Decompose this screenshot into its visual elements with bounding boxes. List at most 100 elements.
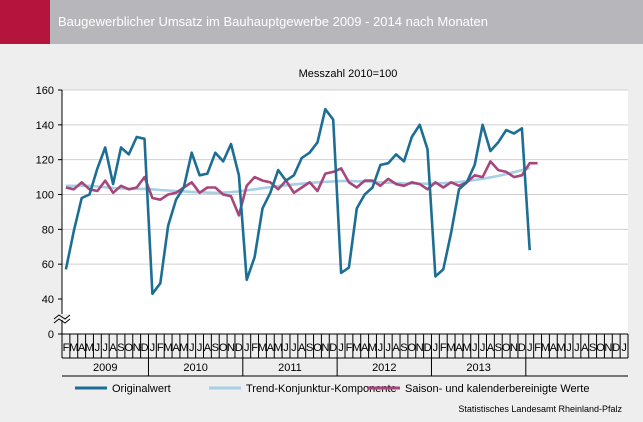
month-label: J — [527, 342, 533, 354]
month-label: J — [244, 342, 250, 354]
month-label: J — [574, 342, 580, 354]
month-label: A — [78, 342, 86, 354]
month-label: N — [321, 342, 329, 354]
legend: Originalwert Trend-Konjunktur-Komponente S… — [75, 383, 589, 395]
month-label: M — [164, 342, 173, 354]
month-label: D — [329, 342, 337, 354]
month-label: A — [550, 342, 558, 354]
month-label: D — [141, 342, 149, 354]
year-label: 2011 — [278, 362, 302, 374]
month-label: J — [433, 342, 439, 354]
month-label: S — [212, 342, 219, 354]
y-tick-label: 160 — [36, 85, 54, 97]
month-label: O — [408, 342, 417, 354]
legend-label: Saison- und kalenderbereinigte Werte — [405, 383, 589, 395]
month-label: D — [612, 342, 620, 354]
y-tick-label: 40 — [42, 294, 54, 306]
month-label: A — [455, 342, 463, 354]
month-label: M — [447, 342, 456, 354]
page-title: Baugewerblicher Umsatz im Bauhauptgewerb… — [58, 14, 488, 29]
month-label: S — [589, 342, 596, 354]
month-label: D — [424, 342, 432, 354]
month-label: A — [298, 342, 306, 354]
month-label: A — [204, 342, 212, 354]
month-label: A — [581, 342, 589, 354]
month-label: J — [378, 342, 384, 354]
year-label: 2009 — [93, 362, 117, 374]
axis-break-mark — [53, 314, 71, 320]
y-tick-label: 100 — [36, 190, 54, 202]
month-label: N — [227, 342, 235, 354]
month-label: J — [283, 342, 289, 354]
axis-break-mark — [53, 318, 71, 324]
month-label: F — [440, 342, 447, 354]
month-label: J — [95, 342, 101, 354]
month-label: F — [346, 342, 353, 354]
month-label: J — [189, 342, 195, 354]
y-tick-label: 120 — [36, 155, 54, 167]
month-label: J — [566, 342, 572, 354]
month-label: M — [352, 342, 361, 354]
month-label: D — [235, 342, 243, 354]
y-tick-label: 140 — [36, 120, 54, 132]
legend-label: Originalwert — [112, 383, 171, 395]
month-label: M — [274, 342, 283, 354]
year-label: 2010 — [183, 362, 207, 374]
y-tick-label: 60 — [42, 259, 54, 271]
month-label: S — [400, 342, 407, 354]
header-accent — [0, 0, 50, 44]
month-label: F — [251, 342, 258, 354]
series-line-seasonal — [65, 160, 538, 217]
month-label: M — [368, 342, 377, 354]
month-label: M — [69, 342, 78, 354]
month-label: J — [385, 342, 391, 354]
source-note: Statistisches Landesamt Rheinland-Pfalz — [458, 404, 622, 414]
y-tick-label: 80 — [42, 224, 54, 236]
month-label: J — [150, 342, 156, 354]
month-label: M — [258, 342, 267, 354]
month-label: F — [534, 342, 541, 354]
month-label: A — [109, 342, 117, 354]
year-label: 2013 — [466, 362, 490, 374]
month-label: O — [596, 342, 605, 354]
month-label: S — [117, 342, 124, 354]
month-label: M — [462, 342, 471, 354]
month-label: M — [85, 342, 94, 354]
month-label: M — [557, 342, 566, 354]
y-tick-label: 0 — [48, 329, 54, 341]
month-label: O — [313, 342, 322, 354]
series-layer — [64, 107, 538, 296]
month-label: N — [133, 342, 141, 354]
month-label: J — [621, 342, 627, 354]
plot-area — [62, 90, 628, 334]
month-label: S — [306, 342, 313, 354]
gridlines — [62, 89, 628, 265]
month-label: M — [179, 342, 188, 354]
month-label: J — [291, 342, 297, 354]
month-label: J — [338, 342, 344, 354]
month-label: J — [472, 342, 478, 354]
month-label: A — [392, 342, 400, 354]
month-label: M — [541, 342, 550, 354]
month-label: A — [172, 342, 180, 354]
series-line-original — [64, 107, 531, 296]
month-label: A — [267, 342, 275, 354]
month-label: F — [157, 342, 164, 354]
month-label: J — [197, 342, 203, 354]
year-label: 2012 — [372, 362, 396, 374]
month-label: J — [102, 342, 108, 354]
month-label: A — [487, 342, 495, 354]
chart-title: Messzahl 2010=100 — [299, 68, 398, 80]
month-label: N — [604, 342, 612, 354]
month-label: O — [219, 342, 228, 354]
month-label: N — [416, 342, 424, 354]
header-bar — [0, 0, 643, 44]
month-label: S — [495, 342, 502, 354]
month-label: F — [63, 342, 70, 354]
month-label: O — [502, 342, 511, 354]
month-label: O — [125, 342, 134, 354]
month-label: J — [480, 342, 486, 354]
month-label: N — [510, 342, 518, 354]
